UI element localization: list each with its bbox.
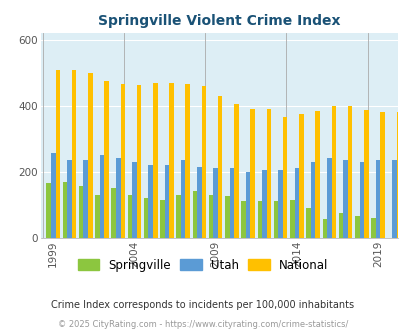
Bar [234,104,238,238]
Bar [282,117,287,238]
Bar [229,168,234,238]
Bar [273,201,278,238]
Bar [347,106,352,238]
Bar [331,106,335,238]
Bar [294,168,298,238]
Bar [245,172,250,238]
Bar [305,208,310,238]
Bar [116,158,120,238]
Bar [310,162,315,238]
Bar [67,160,72,238]
Bar [241,201,245,238]
Bar [72,70,76,238]
Bar [176,195,181,238]
Bar [95,195,100,238]
Bar [250,109,254,238]
Bar [160,200,164,238]
Bar [51,153,55,238]
Bar [46,183,51,238]
Bar [370,218,375,238]
Bar [169,82,173,238]
Bar [217,96,222,238]
Bar [375,160,379,238]
Bar [224,196,229,238]
Bar [262,170,266,238]
Title: Springville Violent Crime Index: Springville Violent Crime Index [98,14,340,28]
Bar [143,198,148,238]
Bar [379,112,384,238]
Bar [111,188,116,238]
Bar [164,165,169,238]
Bar [213,168,217,238]
Bar [83,160,88,238]
Bar [136,85,141,238]
Bar [192,191,197,238]
Bar [132,162,136,238]
Bar [343,160,347,238]
Bar [62,182,67,238]
Bar [322,219,326,238]
Bar [55,70,60,238]
Bar [359,162,363,238]
Text: Crime Index corresponds to incidents per 100,000 inhabitants: Crime Index corresponds to incidents per… [51,300,354,310]
Bar [79,186,83,238]
Bar [396,112,400,238]
Bar [153,82,157,238]
Bar [354,216,359,238]
Bar [88,73,92,238]
Bar [326,158,331,238]
Bar [391,160,396,238]
Bar [181,160,185,238]
Bar [201,86,206,238]
Bar [298,114,303,238]
Bar [197,167,201,238]
Bar [120,84,125,238]
Bar [338,213,343,238]
Bar [148,165,153,238]
Bar [208,195,213,238]
Bar [104,81,109,238]
Bar [266,109,271,238]
Bar [185,84,190,238]
Bar [363,110,368,238]
Bar [278,170,282,238]
Bar [257,201,262,238]
Legend: Springville, Utah, National: Springville, Utah, National [72,254,333,276]
Bar [127,195,132,238]
Bar [315,111,319,238]
Text: © 2025 CityRating.com - https://www.cityrating.com/crime-statistics/: © 2025 CityRating.com - https://www.city… [58,319,347,329]
Bar [100,155,104,238]
Bar [289,200,294,238]
